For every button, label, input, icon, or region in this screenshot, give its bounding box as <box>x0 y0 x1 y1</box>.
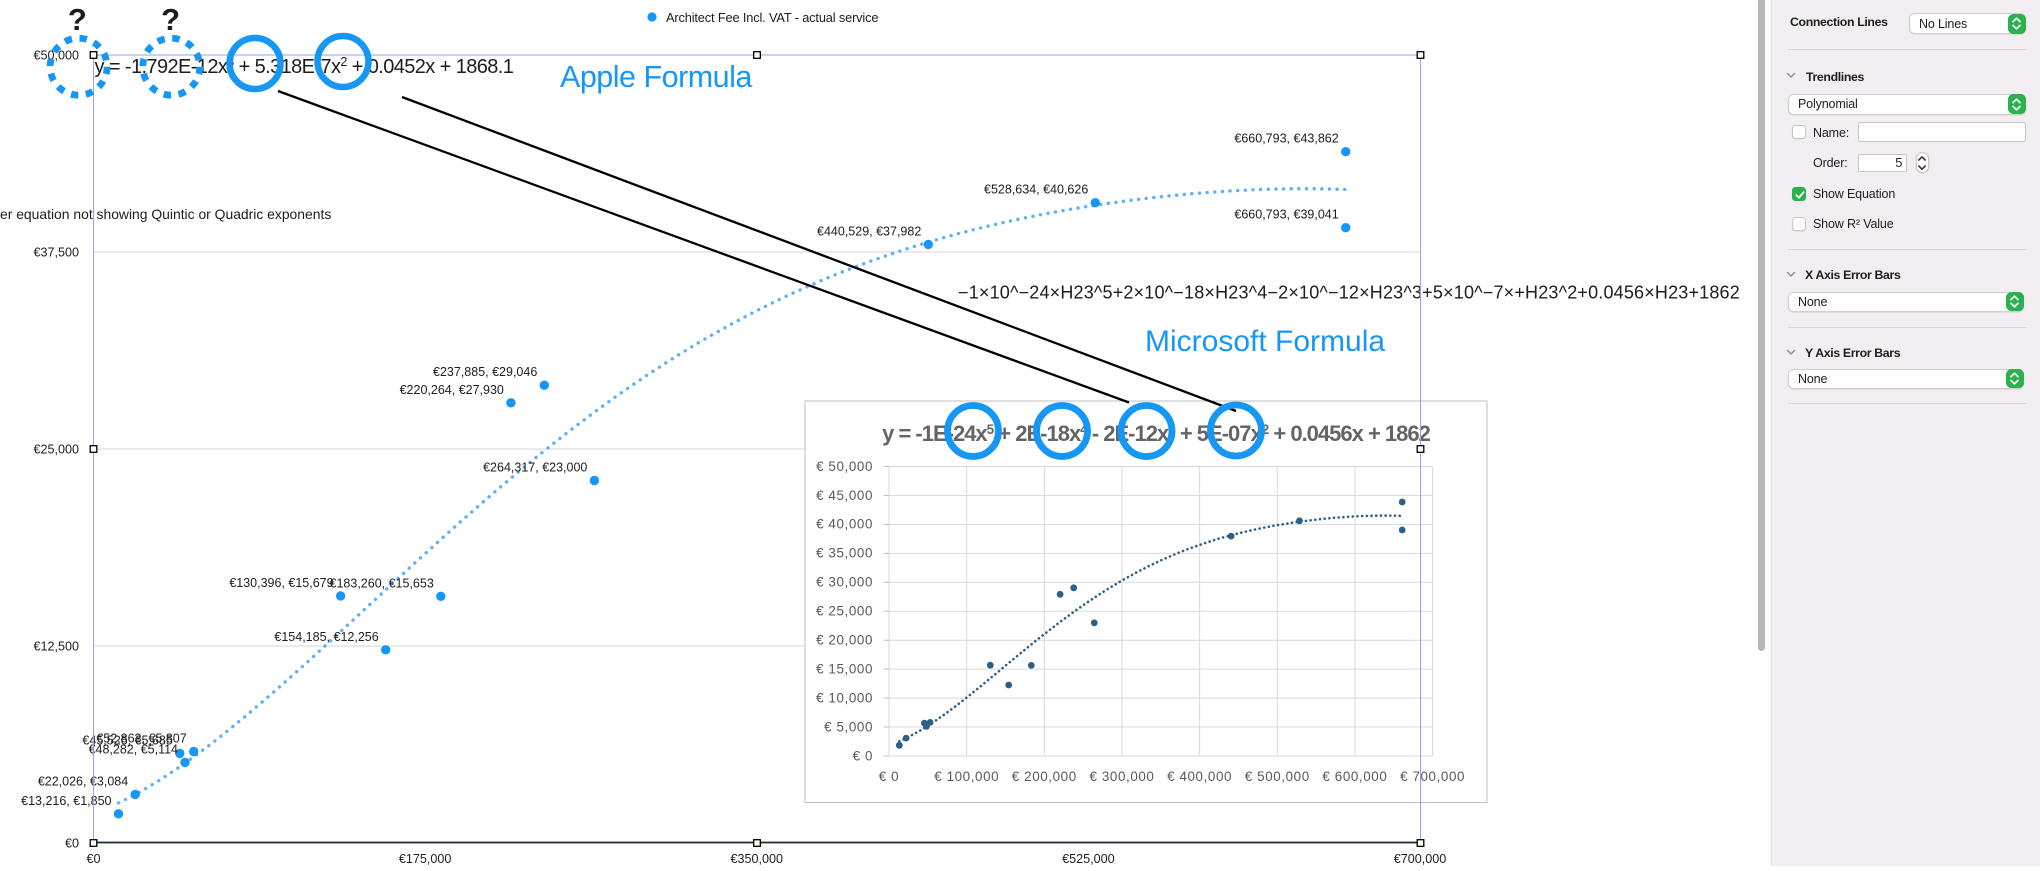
svg-text:€ 400,000: € 400,000 <box>1167 769 1232 784</box>
svg-text:€45,526, €5,685: €45,526, €5,685 <box>82 733 172 747</box>
svg-text:€ 500,000: € 500,000 <box>1245 769 1310 784</box>
svg-text:€ 0: € 0 <box>879 769 899 784</box>
svg-text:€ 20,000: € 20,000 <box>816 633 873 648</box>
svg-text:€220,264, €27,930: €220,264, €27,930 <box>400 383 504 397</box>
svg-text:€25,000: €25,000 <box>33 443 79 457</box>
svg-text:€525,000: €525,000 <box>1062 852 1115 866</box>
svg-text:€ 25,000: € 25,000 <box>816 604 873 619</box>
svg-text:€350,000: €350,000 <box>731 852 784 866</box>
svg-text:€0: €0 <box>65 837 79 851</box>
svg-text:€154,185, €12,256: €154,185, €12,256 <box>274 630 378 644</box>
svg-text:€ 45,000: € 45,000 <box>816 488 873 503</box>
svg-text:Microsoft Formula: Microsoft Formula <box>1145 325 1385 358</box>
svg-text:€528,634, €40,626: €528,634, €40,626 <box>984 183 1088 197</box>
svg-text:Architect Fee Incl. VAT - actu: Architect Fee Incl. VAT - actual service <box>666 10 878 25</box>
svg-text:€175,000: €175,000 <box>399 852 452 866</box>
svg-text:€660,793, €39,041: €660,793, €39,041 <box>1234 208 1338 222</box>
svg-text:y = -1.792E-12x3 + 5.318E-7x2: y = -1.792E-12x3 + 5.318E-7x2 + 0.0452x … <box>95 55 514 78</box>
svg-text:€440,529, €37,982: €440,529, €37,982 <box>817 224 921 238</box>
svg-text:€183,260, €15,653: €183,260, €15,653 <box>330 576 434 590</box>
svg-text:€ 0: € 0 <box>853 748 873 763</box>
svg-text:€ 40,000: € 40,000 <box>816 517 873 532</box>
svg-text:€264,317, €23,000: €264,317, €23,000 <box>483 461 587 475</box>
svg-text:€ 5,000: € 5,000 <box>824 719 873 734</box>
svg-text:€130,396, €15,679: €130,396, €15,679 <box>229 576 333 590</box>
svg-text:€ 300,000: € 300,000 <box>1090 769 1155 784</box>
svg-text:€660,793, €43,862: €660,793, €43,862 <box>1234 132 1338 146</box>
svg-text:−1×10^−24×H23^5+2×10^−18×H23^4: −1×10^−24×H23^5+2×10^−18×H23^4−2×10^−12×… <box>958 283 1740 303</box>
svg-text:€ 30,000: € 30,000 <box>816 575 873 590</box>
svg-text:€ 600,000: € 600,000 <box>1322 769 1387 784</box>
svg-text:€48,282, €5,114: €48,282, €5,114 <box>89 742 178 756</box>
svg-text:?: ? <box>68 2 87 37</box>
svg-text:y = -1E-24x5 + 2E-18x4 - 2E-12: y = -1E-24x5 + 2E-18x4 - 2E-12x3 + 5E-07… <box>882 421 1431 446</box>
svg-text:€700,000: €700,000 <box>1394 852 1447 866</box>
svg-text:€50,000: €50,000 <box>33 49 79 63</box>
svg-text:?: ? <box>161 2 180 37</box>
svg-text:€ 700,000: € 700,000 <box>1400 769 1465 784</box>
svg-text:€12,500: €12,500 <box>33 640 79 654</box>
svg-text:€13,216, €1,850: €13,216, €1,850 <box>21 794 111 808</box>
svg-text:€ 10,000: € 10,000 <box>816 690 873 705</box>
svg-text:€37,500: €37,500 <box>33 246 79 260</box>
svg-text:€ 50,000: € 50,000 <box>816 459 873 474</box>
svg-text:€ 15,000: € 15,000 <box>816 661 873 676</box>
svg-text:€ 100,000: € 100,000 <box>934 769 999 784</box>
svg-text:Apple Formula: Apple Formula <box>560 60 752 94</box>
svg-text:€22,026, €3,084: €22,026, €3,084 <box>38 774 128 788</box>
svg-text:€ 35,000: € 35,000 <box>816 546 873 561</box>
svg-text:€52,863, €5,807: €52,863, €5,807 <box>96 732 186 746</box>
svg-text:€237,885, €29,046: €237,885, €29,046 <box>433 365 537 379</box>
svg-text:€ 200,000: € 200,000 <box>1012 769 1077 784</box>
svg-text:er equation not showing Quinti: er equation not showing Quintic or Quadr… <box>0 206 331 222</box>
svg-text:€0: €0 <box>86 852 100 866</box>
